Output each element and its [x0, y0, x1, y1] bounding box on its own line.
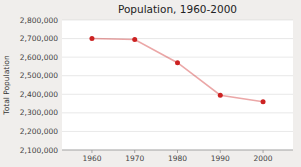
y-tick-label: 2,800,000: [20, 16, 58, 25]
point: [218, 93, 223, 98]
grid-line: [62, 75, 293, 76]
y-tick-label: 2,300,000: [20, 108, 58, 117]
y-tick-label: 2,600,000: [20, 53, 58, 62]
x-tick: [134, 150, 135, 153]
x-tick: [220, 150, 221, 153]
y-tick-label: 2,400,000: [20, 90, 58, 99]
data-group: [89, 36, 265, 104]
plot-area: [62, 20, 293, 150]
grid-line: [62, 20, 293, 21]
background: [0, 0, 301, 167]
point: [261, 99, 266, 104]
grid-line: [62, 131, 293, 132]
point: [89, 36, 94, 41]
point: [132, 37, 137, 42]
x-tick-label: 1980: [168, 154, 187, 163]
x-tick: [263, 150, 264, 153]
line: [92, 39, 263, 102]
y-tick-label: 2,100,000: [20, 146, 58, 155]
grid-line: [62, 94, 293, 95]
x-tick-label: 2000: [254, 154, 273, 163]
grid-line: [62, 112, 293, 113]
chart-container: 2,100,000 2,200,000 2,300,000 2,400,000 2,50…: [0, 0, 301, 167]
y-tick-label: 2,500,000: [20, 71, 58, 80]
x-tick-label: 1960: [82, 154, 101, 163]
title: Population, 1960-2000: [118, 3, 237, 15]
x-tick: [177, 150, 178, 153]
grid-line: [62, 57, 293, 58]
x-tick: [91, 150, 92, 153]
x-tick-label: 1990: [211, 154, 230, 163]
chart-svg: 2,100,000 2,200,000 2,300,000 2,400,000 2,50…: [0, 0, 301, 167]
y-axis-label: Total Population: [2, 55, 11, 116]
y-tick-label: 2,700,000: [20, 34, 58, 43]
point: [175, 60, 180, 65]
y-tick-label: 2,200,000: [20, 127, 58, 136]
x-tick-label: 1970: [125, 154, 144, 163]
